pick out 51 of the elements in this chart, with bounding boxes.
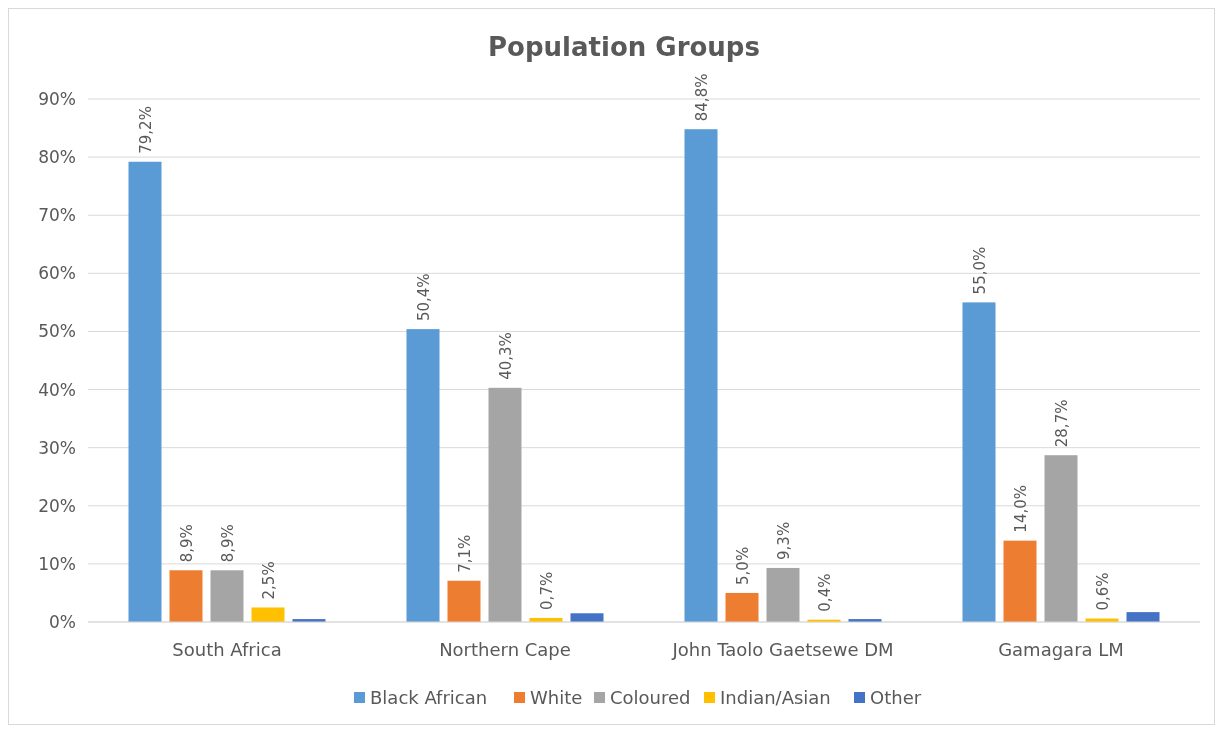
data-label: 14,0% [1012,484,1030,533]
bar [1126,612,1160,622]
data-label: 8,9% [219,524,237,563]
y-tick-label: 60% [38,263,76,284]
data-label: 40,3% [497,332,515,380]
y-tick-label: 0% [49,611,76,632]
bar [169,570,203,622]
y-tick-label: 70% [38,205,76,226]
legend-label: Other [870,687,922,709]
data-label: 7,1% [456,534,474,573]
bar [488,387,522,622]
y-tick-label: 40% [38,379,76,400]
data-label: 8,9% [178,524,196,563]
y-tick-label: 80% [38,147,76,168]
legend-label: Indian/Asian [720,687,831,709]
bar [1044,455,1078,622]
data-label: 5,0% [734,546,752,585]
x-tick-label: Northern Cape [439,639,571,660]
bar [210,570,244,622]
bar [406,329,440,622]
bar [1003,540,1037,622]
data-label: 2,5% [260,561,278,600]
bar [447,580,481,622]
bar [766,567,800,622]
legend-label: White [530,687,583,709]
y-tick-label: 90% [38,88,76,109]
chart-title: Population Groups [488,32,760,62]
legend-label: Black African [370,687,488,709]
data-label: 50,4% [415,273,433,322]
data-label: 55,0% [971,246,989,295]
x-tick-label: South Africa [172,639,282,660]
data-label: 9,3% [775,521,793,560]
data-label: 84,8% [693,73,711,122]
bar [684,129,718,622]
bar [251,607,285,622]
data-label: 0,6% [1094,572,1112,611]
y-tick-label: 30% [38,437,76,458]
data-label: 0,4% [816,573,834,612]
y-tick-label: 50% [38,321,76,342]
x-tick-label: John Taolo Gaetsewe DM [671,639,894,660]
bar [128,161,162,622]
data-label: 0,7% [538,571,556,610]
y-tick-label: 10% [38,553,76,574]
bar [725,592,759,622]
bar [570,613,604,622]
legend-label: Coloured [610,687,691,709]
y-tick-label: 20% [38,495,76,516]
data-label: 79,2% [137,106,155,154]
bar [962,302,996,622]
x-tick-label: Gamagara LM [998,639,1124,660]
data-label: 28,7% [1053,399,1071,448]
